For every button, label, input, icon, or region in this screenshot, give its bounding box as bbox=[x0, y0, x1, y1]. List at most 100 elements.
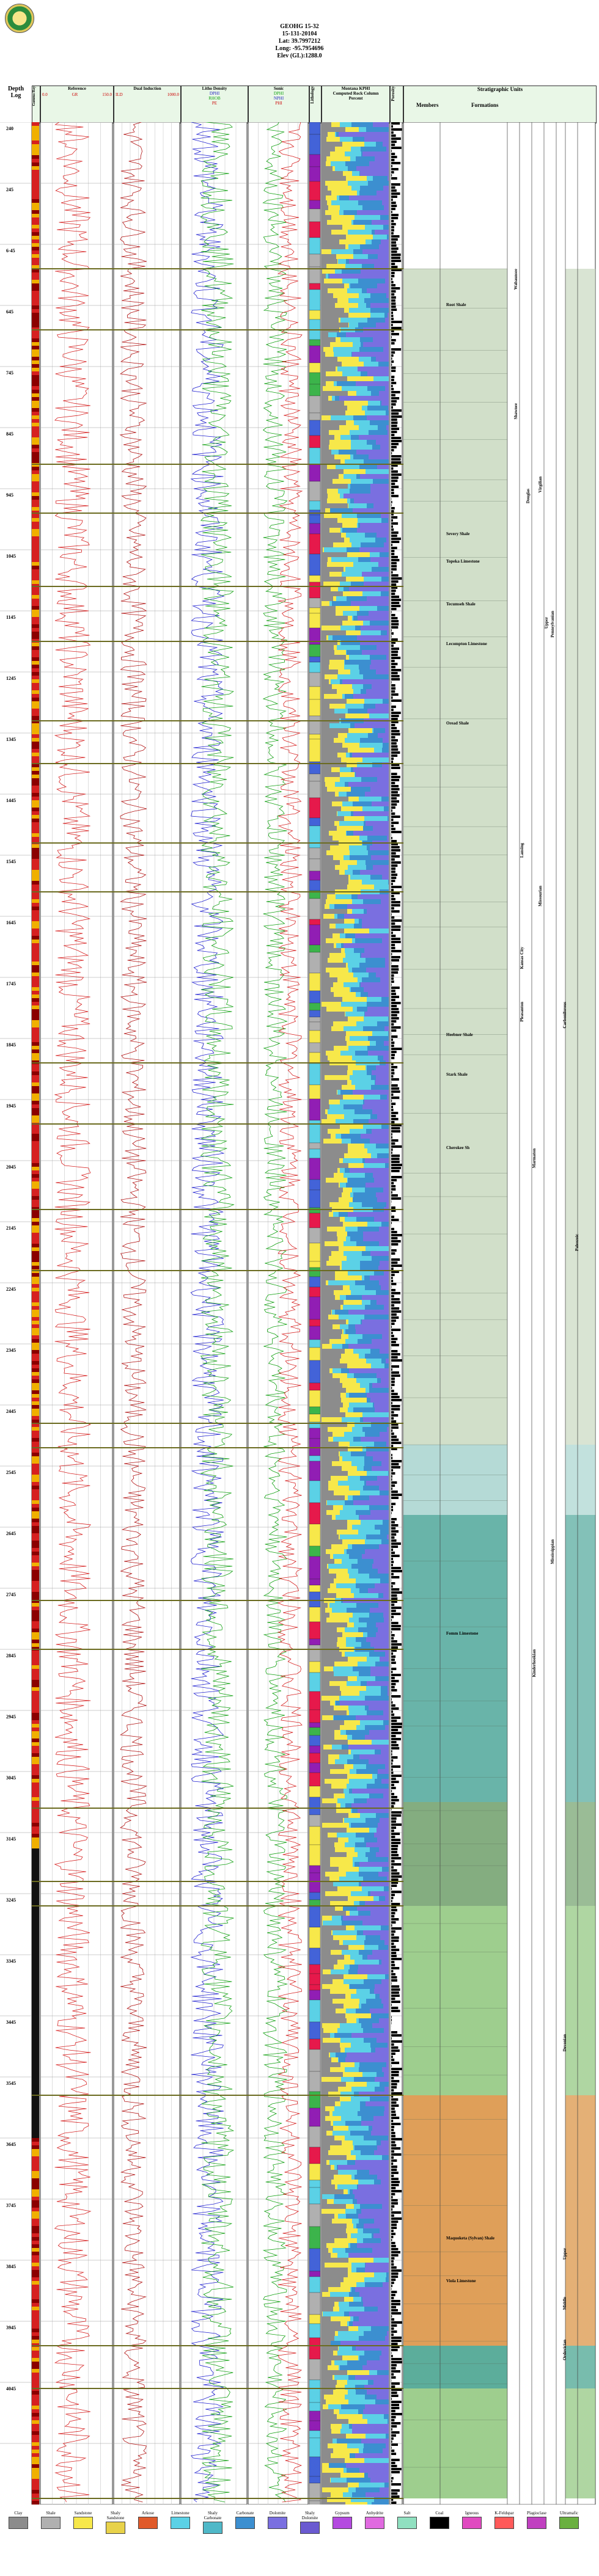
rock-fraction bbox=[337, 381, 356, 386]
rock-fraction bbox=[378, 362, 389, 367]
gamma-fill bbox=[32, 870, 39, 874]
member-lecompton: Lecompton Limestone bbox=[446, 641, 487, 646]
rock-fraction bbox=[373, 1456, 389, 1461]
porosity-bar bbox=[391, 794, 400, 797]
reference-title: Reference bbox=[68, 86, 86, 91]
lithology-title: Lithology bbox=[310, 86, 315, 104]
porosity-bar bbox=[391, 171, 394, 173]
rock-fraction bbox=[340, 626, 355, 630]
rock-fraction bbox=[369, 1613, 383, 1618]
rock-fraction bbox=[380, 1530, 389, 1534]
series-middle: Middle bbox=[562, 2297, 567, 2310]
porosity-bar bbox=[391, 2095, 394, 2098]
rock-fraction bbox=[380, 1657, 389, 1662]
rock-fraction bbox=[346, 577, 364, 582]
gamma-fill bbox=[32, 1284, 39, 1288]
gamma-fill bbox=[32, 1328, 39, 1332]
rock-fraction bbox=[334, 650, 346, 655]
rock-fraction bbox=[322, 1637, 337, 1642]
rock-fraction bbox=[333, 2248, 345, 2253]
gamma-fill bbox=[32, 1258, 39, 1262]
rock-fraction bbox=[327, 1500, 345, 1505]
rock-fraction bbox=[342, 1329, 344, 1334]
porosity-bar bbox=[391, 980, 394, 983]
rock-fraction bbox=[370, 1911, 389, 1916]
porosity-bar bbox=[391, 162, 401, 164]
rock-fraction bbox=[347, 1608, 370, 1613]
rock-fraction bbox=[335, 782, 345, 787]
rock-fraction bbox=[322, 728, 348, 733]
gamma-fill bbox=[32, 221, 39, 225]
gamma-fill bbox=[32, 1731, 39, 1735]
rock-fraction bbox=[368, 733, 378, 738]
porosity-bar bbox=[391, 1698, 392, 1701]
porosity-bar bbox=[391, 846, 400, 848]
porosity-bar bbox=[391, 2416, 396, 2418]
gamma-fill bbox=[32, 874, 39, 877]
rock-fraction bbox=[322, 142, 342, 147]
gamma-fill bbox=[32, 775, 39, 778]
gamma-fill bbox=[32, 1222, 39, 1225]
rock-fraction bbox=[345, 1803, 351, 1808]
gamma-fill bbox=[32, 342, 39, 346]
rock-fraction bbox=[367, 836, 387, 841]
legend-item: Igneous bbox=[460, 2511, 484, 2530]
porosity-bar bbox=[391, 583, 397, 586]
rock-fraction bbox=[322, 2106, 325, 2111]
rock-fraction bbox=[353, 220, 372, 225]
rock-fraction bbox=[358, 1559, 373, 1564]
rock-fraction bbox=[325, 1109, 328, 1114]
rock-fraction bbox=[364, 1837, 377, 1842]
gamma-fill bbox=[32, 1372, 39, 1376]
gamma-fill bbox=[32, 837, 39, 841]
lithology-block bbox=[309, 1906, 321, 1928]
gamma-fill bbox=[32, 2296, 39, 2299]
rock-fraction bbox=[356, 2018, 359, 2023]
rock-fraction bbox=[331, 2121, 333, 2126]
gamma-fill bbox=[32, 2281, 39, 2285]
rock-fraction bbox=[333, 1666, 353, 1671]
lithology-block bbox=[309, 1591, 321, 1608]
porosity-bar bbox=[391, 696, 393, 699]
porosity-bar bbox=[391, 2306, 397, 2308]
rock-fraction bbox=[322, 1256, 329, 1261]
porosity-bar bbox=[391, 959, 400, 961]
rock-fraction bbox=[322, 2409, 334, 2414]
gamma-fill bbox=[32, 1984, 39, 1988]
porosity-bar bbox=[391, 144, 395, 146]
porosity-bar bbox=[391, 922, 395, 925]
rock-fraction bbox=[384, 313, 388, 318]
rock-fraction bbox=[322, 235, 346, 239]
rock-fraction bbox=[367, 440, 376, 445]
porosity-bar bbox=[391, 2068, 402, 2070]
rock-fraction bbox=[349, 283, 350, 288]
lithology-block bbox=[309, 898, 321, 920]
rock-fraction bbox=[345, 264, 362, 269]
gamma-fill bbox=[32, 2384, 39, 2387]
rock-fraction bbox=[346, 630, 361, 635]
rock-fraction bbox=[337, 2253, 348, 2258]
gamma-fill bbox=[32, 2200, 39, 2204]
gamma-fill bbox=[32, 2483, 39, 2486]
rock-fraction bbox=[353, 1070, 367, 1075]
rock-fraction bbox=[322, 2175, 334, 2180]
rock-fraction bbox=[322, 772, 340, 777]
rock-fraction bbox=[322, 1412, 345, 1417]
rock-fraction bbox=[359, 1588, 368, 1593]
rock-fraction bbox=[332, 396, 335, 401]
rock-fraction bbox=[369, 161, 389, 166]
legend-swatch bbox=[430, 2517, 449, 2529]
rock-fraction bbox=[331, 2057, 338, 2062]
rock-fraction bbox=[322, 1100, 329, 1104]
rock-fraction bbox=[349, 1710, 367, 1715]
porosity-bar bbox=[391, 1594, 397, 1597]
strat-band bbox=[403, 1802, 507, 1906]
porosity-bar bbox=[391, 1744, 399, 1746]
gamma-fill bbox=[32, 1090, 39, 1093]
lithology-block bbox=[309, 345, 321, 363]
rock-fraction bbox=[359, 1901, 365, 1906]
gamma-fill bbox=[32, 437, 39, 441]
gamma-fill bbox=[32, 1955, 39, 1958]
rock-fraction bbox=[339, 450, 356, 454]
rock-fraction bbox=[328, 1603, 329, 1608]
